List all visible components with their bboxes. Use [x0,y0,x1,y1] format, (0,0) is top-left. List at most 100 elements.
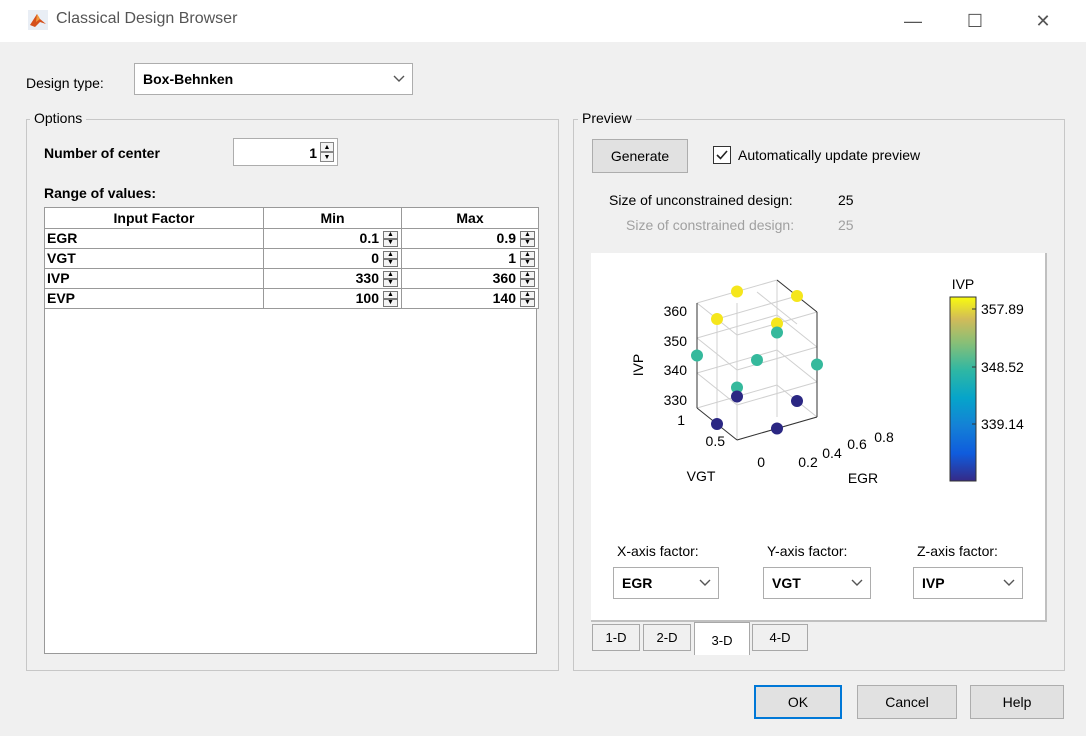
x-tick: 0.2 [798,454,818,470]
tab-2d[interactable]: 2-D [643,624,691,651]
ok-button[interactable]: OK [754,685,842,719]
data-point [731,390,743,403]
column-header-max: Max [401,207,539,229]
table-row: VGT 0 ▲ ▼ 1 ▲ ▼ [44,248,539,269]
unconstrained-label: Size of unconstrained design: [609,192,793,208]
table-row: EVP 100 ▲ ▼ 140 ▲ ▼ [44,288,539,309]
data-point [771,317,783,330]
column-header-factor: Input Factor [44,207,264,229]
y-axis-factor-value: VGT [772,575,801,591]
z-tick: 340 [664,362,688,378]
min-cell[interactable]: 330 ▲ ▼ [263,268,402,289]
num-center-label: Number of center [44,145,160,161]
preview-title: Preview [578,110,636,126]
window-title: Classical Design Browser [56,10,238,27]
spin-up-icon: ▲ [520,271,535,279]
title-bar [0,0,1086,42]
design-type-value: Box-Behnken [143,71,234,87]
max-cell[interactable]: 140 ▲ ▼ [401,288,539,309]
x-tick: 0.8 [874,429,894,445]
minimize-icon[interactable]: — [904,11,922,31]
help-button[interactable]: Help [970,685,1064,719]
max-cell[interactable]: 360 ▲ ▼ [401,268,539,289]
spin-down-icon[interactable]: ▼ [320,152,334,162]
checkmark-icon [716,150,728,160]
spin-up-icon: ▲ [520,291,535,299]
auto-update-label: Automatically update preview [738,147,921,163]
colorbar-ticks [972,308,976,425]
max-cell[interactable]: 0.9 ▲ ▼ [401,228,539,249]
colorbar [949,296,977,482]
data-point [731,285,743,298]
data-point [811,358,823,371]
spin-up-icon: ▲ [383,291,398,299]
table-row: IVP 330 ▲ ▼ 360 ▲ ▼ [44,268,539,289]
chevron-down-icon [692,568,718,598]
spin-down-icon: ▼ [520,279,535,287]
column-header-min: Min [263,207,402,229]
colorbar-tick: 348.52 [981,359,1024,375]
data-point [791,290,803,302]
factor-cell: VGT [44,248,264,269]
close-icon[interactable]: ✕ [1035,11,1051,31]
factor-cell: IVP [44,268,264,289]
z-axis-factor-label: Z-axis factor: [917,543,998,559]
y-axis-factor-select[interactable]: VGT [763,567,871,599]
x-axis-factor-value: EGR [622,575,653,591]
spin-up-icon: ▲ [383,251,398,259]
data-point [731,381,743,394]
y-axis-factor-label: Y-axis factor: [767,543,848,559]
z-tick: 350 [664,333,688,349]
constrained-label: Size of constrained design: [626,217,795,233]
tab-4d[interactable]: 4-D [752,624,808,651]
data-point [771,422,783,435]
tab-3d[interactable]: 3-D [694,622,750,655]
range-label: Range of values: [44,185,157,201]
y-axis-label: VGT [687,468,716,484]
spin-down-icon: ▼ [520,259,535,267]
spin-up-icon[interactable]: ▲ [320,142,334,152]
x-axis-factor-select[interactable]: EGR [613,567,719,599]
table-row: EGR 0.1 ▲ ▼ 0.9 ▲ ▼ [44,228,539,249]
z-axis-factor-select[interactable]: IVP [913,567,1023,599]
chevron-down-icon [386,64,412,94]
colorbar-tick: 339.14 [981,416,1024,432]
num-center-spinner[interactable]: 1 ▲ ▼ [233,138,338,166]
spin-down-icon: ▼ [520,239,535,247]
x-tick: 0.4 [822,445,842,461]
min-cell[interactable]: 0 ▲ ▼ [263,248,402,269]
design-type-select[interactable]: Box-Behnken [134,63,413,95]
min-cell[interactable]: 0.1 ▲ ▼ [263,228,402,249]
data-point [791,395,803,407]
y-tick: 1 [677,412,685,428]
min-cell[interactable]: 100 ▲ ▼ [263,288,402,309]
num-center-value: 1 [309,145,317,161]
generate-button[interactable]: Generate [592,139,688,173]
maximize-icon[interactable]: ☐ [966,11,984,31]
spin-up-icon: ▲ [520,251,535,259]
plot-container: 360 350 340 330 IVP 1 0.5 0 VGT 0.2 0.4 … [591,253,1047,622]
auto-update-checkbox[interactable] [713,146,731,164]
spin-up-icon: ▲ [520,231,535,239]
tab-1d[interactable]: 1-D [592,624,640,651]
z-axis-label: IVP [630,354,646,377]
x-axis-factor-label: X-axis factor: [617,543,699,559]
unconstrained-value: 25 [838,192,854,208]
y-tick: 0.5 [706,433,726,449]
y-tick: 0 [757,454,765,470]
cancel-button[interactable]: Cancel [857,685,957,719]
colorbar-tick: 357.89 [981,301,1024,317]
data-point [771,326,783,339]
spin-up-icon: ▲ [383,231,398,239]
colorbar-title: IVP [952,276,975,292]
constrained-value: 25 [838,217,854,233]
max-cell[interactable]: 1 ▲ ▼ [401,248,539,269]
data-point [691,349,703,362]
data-point [751,354,763,366]
scatter-3d-chart: 360 350 340 330 IVP 1 0.5 0 VGT 0.2 0.4 … [630,276,1024,486]
spin-down-icon: ▼ [383,239,398,247]
spin-down-icon: ▼ [520,299,535,307]
spin-up-icon: ▲ [383,271,398,279]
options-title: Options [30,110,87,126]
z-axis-factor-value: IVP [922,575,945,591]
